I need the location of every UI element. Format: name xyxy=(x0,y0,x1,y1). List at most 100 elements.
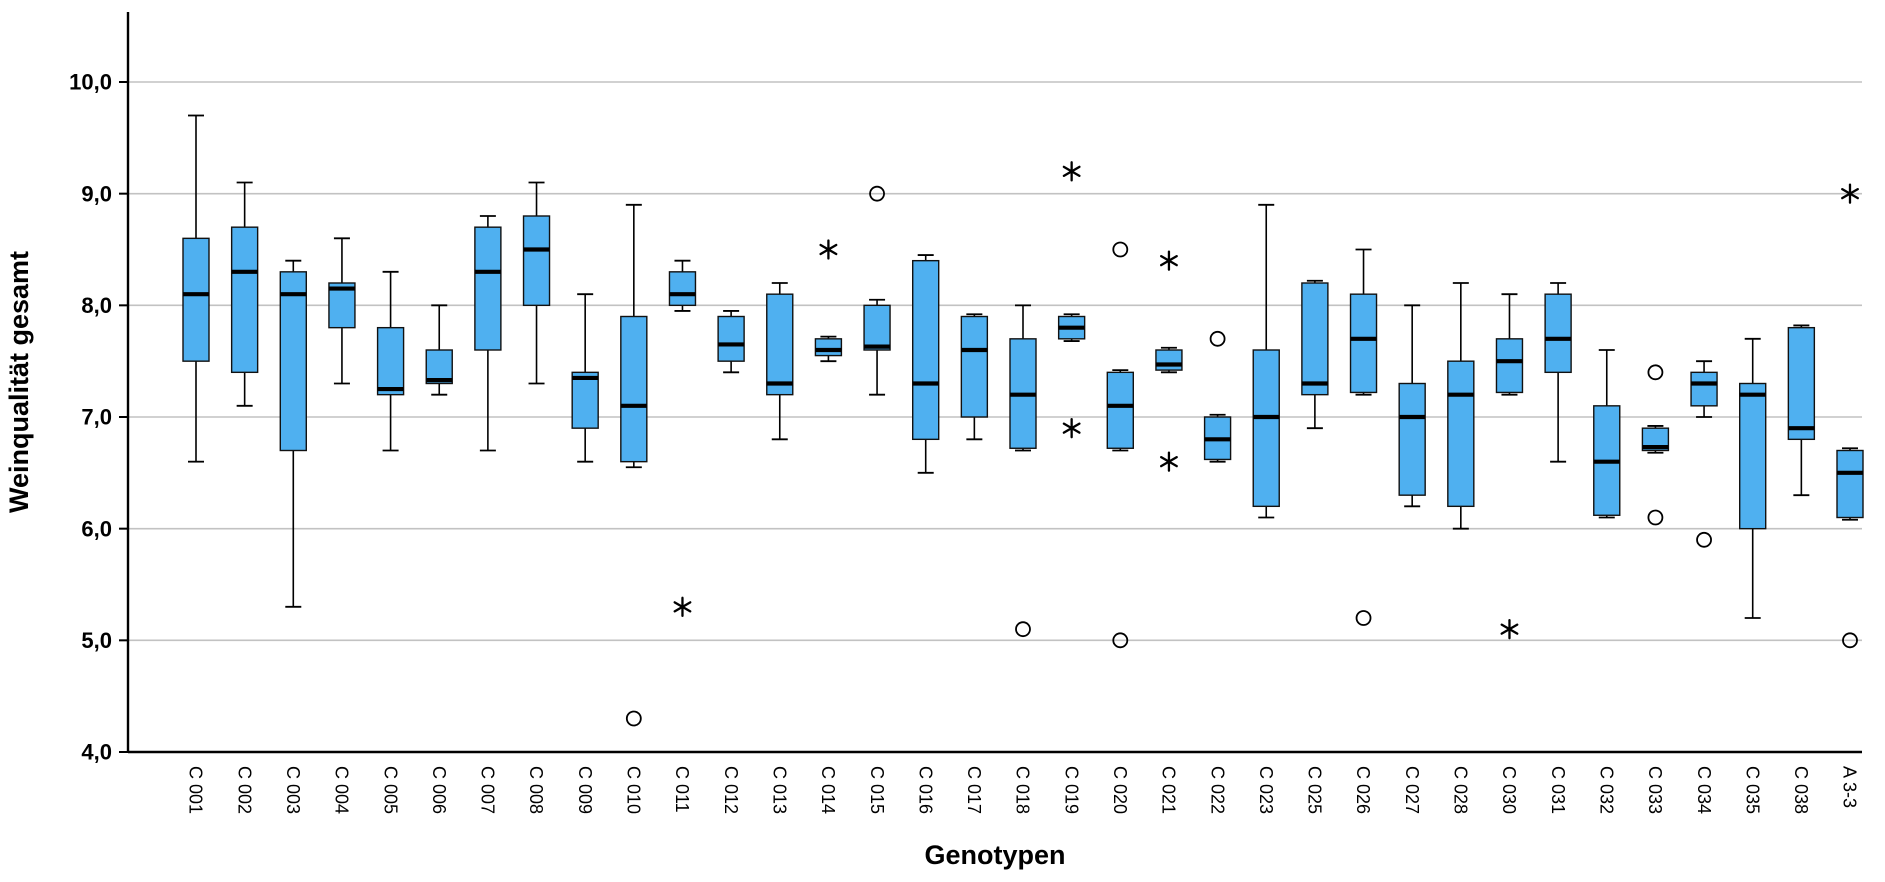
iqr-box xyxy=(620,315,648,463)
x-tick-label: C 011 xyxy=(672,766,692,813)
iqr-box xyxy=(522,215,551,307)
iqr-box xyxy=(1836,449,1864,519)
iqr-box xyxy=(279,271,307,452)
extreme-asterisk-marker xyxy=(819,239,838,260)
x-tick-label: C 026 xyxy=(1353,766,1373,814)
iqr-box xyxy=(1641,427,1670,452)
iqr-box xyxy=(717,315,745,362)
boxplot-c-027 xyxy=(1398,304,1426,508)
outlier-circle-marker xyxy=(869,185,885,202)
x-tick-label: C 008 xyxy=(526,766,546,814)
x-tick-label: C 009 xyxy=(575,766,595,814)
x-tick-label: C 035 xyxy=(1742,766,1762,814)
x-tick-label: C 038 xyxy=(1791,766,1811,814)
boxplot-c-028 xyxy=(1447,282,1475,530)
iqr-box xyxy=(571,371,599,429)
boxplot-c-030 xyxy=(1495,293,1524,640)
extreme-asterisk-marker xyxy=(1500,619,1519,640)
boxplot-c-020 xyxy=(1106,241,1134,649)
x-tick-label: C 031 xyxy=(1548,766,1568,814)
boxplot-c-025 xyxy=(1301,279,1329,430)
outlier-circle-marker xyxy=(625,710,642,727)
x-tick-label: C 002 xyxy=(234,766,254,814)
boxplot-c-035 xyxy=(1739,337,1767,619)
x-tick-label: C 004 xyxy=(332,766,352,814)
iqr-box xyxy=(1787,326,1816,441)
extreme-asterisk-marker xyxy=(1062,161,1081,182)
iqr-box xyxy=(1447,360,1475,508)
boxplot-c-031 xyxy=(1544,282,1572,463)
x-tick-label: C 030 xyxy=(1499,766,1519,814)
x-axis-title: Genotypen xyxy=(924,840,1065,870)
x-tick-label: C 033 xyxy=(1645,766,1665,814)
y-tick-label: 8,0 xyxy=(81,293,112,318)
x-tick-label: C 028 xyxy=(1451,766,1471,814)
boxplot-c-010 xyxy=(620,203,648,727)
boxplot-c-033 xyxy=(1641,364,1670,526)
iqr-box xyxy=(814,338,843,357)
iqr-box xyxy=(1252,349,1280,508)
extreme-asterisk-marker xyxy=(1159,451,1178,472)
outlier-circle-marker xyxy=(1209,330,1226,347)
x-tick-label: C 014 xyxy=(818,766,838,814)
y-tick-label: 6,0 xyxy=(81,516,112,541)
boxplot-c-017 xyxy=(960,313,989,441)
iqr-box xyxy=(766,293,794,396)
x-tick-label: C 003 xyxy=(283,766,303,814)
iqr-box xyxy=(1495,338,1524,394)
x-tick-label: C 013 xyxy=(769,766,789,814)
extreme-asterisk-marker xyxy=(1841,183,1859,204)
x-tick-label: C 023 xyxy=(1256,766,1276,814)
y-tick-label: 7,0 xyxy=(81,405,112,430)
boxplot-c-009 xyxy=(571,293,599,463)
x-tick-label: C 025 xyxy=(1305,766,1325,814)
boxplot-c-023 xyxy=(1252,203,1280,519)
x-tick-label: A 3-3 xyxy=(1840,766,1860,808)
boxplot-c-004 xyxy=(328,237,356,385)
iqr-box xyxy=(425,349,453,385)
boxplot-c-005 xyxy=(376,270,405,452)
x-tick-label: C 012 xyxy=(721,766,741,814)
tick-label-layer: 4,0 5,0 6,0 7,0 8,0 9,0 10,0 C 001 C 002 C 003 C 0… xyxy=(69,70,1860,814)
boxplot-c-038 xyxy=(1787,324,1816,497)
iqr-box xyxy=(863,304,891,351)
boxplot-c-018 xyxy=(1009,304,1037,638)
gridline-layer xyxy=(128,81,1862,642)
boxplot-c-013 xyxy=(766,282,794,441)
iqr-box xyxy=(474,226,502,351)
extreme-asterisk-marker xyxy=(1062,418,1081,439)
x-tick-label: C 006 xyxy=(429,766,449,814)
x-tick-label: C 022 xyxy=(1207,766,1227,814)
x-tick-label: C 018 xyxy=(1013,766,1033,814)
x-tick-label: C 020 xyxy=(1110,766,1130,814)
outlier-circle-marker xyxy=(1647,509,1664,526)
y-tick-label: 9,0 xyxy=(81,181,112,206)
iqr-box xyxy=(1690,371,1718,407)
boxplot-c-016 xyxy=(912,254,940,474)
x-tick-label: C 005 xyxy=(380,766,400,814)
box-layer xyxy=(182,114,1864,727)
boxplot-c-015 xyxy=(863,185,891,396)
boxplot-c-006 xyxy=(425,304,453,396)
boxplot-a-3-3 xyxy=(1836,183,1864,649)
x-tick-label: C 015 xyxy=(867,766,887,814)
outlier-circle-marker xyxy=(1647,364,1664,381)
outlier-circle-marker xyxy=(1112,632,1129,649)
iqr-box xyxy=(912,259,940,441)
iqr-box xyxy=(960,315,989,418)
iqr-box xyxy=(230,226,259,374)
y-tick-label: 5,0 xyxy=(81,628,112,653)
boxplot-c-011 xyxy=(668,259,697,617)
boxplot-c-034 xyxy=(1690,360,1718,548)
iqr-box xyxy=(1349,293,1378,394)
iqr-box xyxy=(1301,282,1329,396)
boxplot-c-026 xyxy=(1349,248,1378,626)
outlier-circle-marker xyxy=(1355,610,1372,626)
x-tick-label: C 032 xyxy=(1596,766,1616,814)
outlier-circle-marker xyxy=(1112,241,1129,258)
iqr-box xyxy=(1106,371,1134,449)
boxplot-c-021 xyxy=(1155,250,1183,472)
iqr-box xyxy=(668,271,697,307)
axis-layer xyxy=(119,12,1862,754)
